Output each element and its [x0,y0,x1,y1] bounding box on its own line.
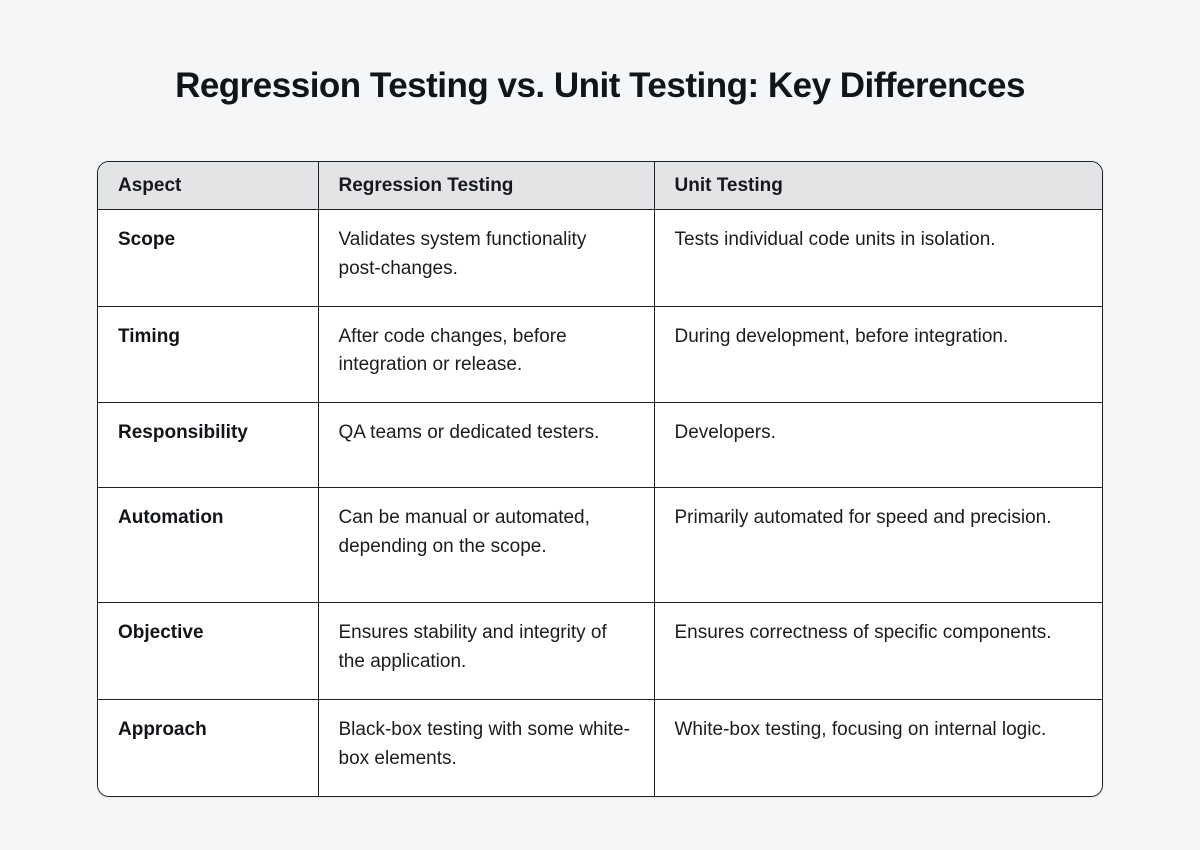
regression-testing-cell: After code changes, before integration o… [317,305,655,404]
aspect-label: Responsibility [98,402,319,489]
aspect-label: Automation [98,487,319,604]
table-row-timing: Timing After code changes, before integr… [98,305,1102,404]
unit-testing-cell: Ensures correctness of specific componen… [653,602,1102,700]
table-header-row: Aspect Regression Testing Unit Testing [98,161,1102,210]
aspect-label: Scope [98,208,319,307]
table-row-approach: Approach Black-box testing with some whi… [98,698,1102,796]
regression-testing-cell: Ensures stability and integrity of the a… [317,602,655,700]
aspect-label: Objective [98,602,319,700]
aspect-label: Timing [98,305,319,404]
column-header-unit-testing: Unit Testing [653,161,1102,210]
table-row-responsibility: Responsibility QA teams or dedicated tes… [98,402,1102,489]
unit-testing-cell: Primarily automated for speed and precis… [653,487,1102,604]
unit-testing-cell: During development, before integration. [653,305,1102,404]
unit-testing-cell: Tests individual code units in isolation… [653,208,1102,307]
table-row-automation: Automation Can be manual or automated, d… [98,487,1102,604]
comparison-table: Aspect Regression Testing Unit Testing S… [98,161,1102,796]
unit-testing-cell: White-box testing, focusing on internal … [653,698,1102,796]
regression-testing-cell: Black-box testing with some white-box el… [317,698,655,796]
page-title: Regression Testing vs. Unit Testing: Key… [175,66,1025,105]
unit-testing-cell: Developers. [653,402,1102,489]
aspect-label: Approach [98,698,319,796]
regression-testing-cell: Can be manual or automated, depending on… [317,487,655,604]
column-header-aspect: Aspect [98,161,319,210]
column-header-regression-testing: Regression Testing [317,161,655,210]
table-row-objective: Objective Ensures stability and integrit… [98,602,1102,700]
comparison-table-container: Aspect Regression Testing Unit Testing S… [97,161,1103,797]
table-row-scope: Scope Validates system functionality pos… [98,208,1102,307]
regression-testing-cell: Validates system functionality post-chan… [317,208,655,307]
regression-testing-cell: QA teams or dedicated testers. [317,402,655,489]
